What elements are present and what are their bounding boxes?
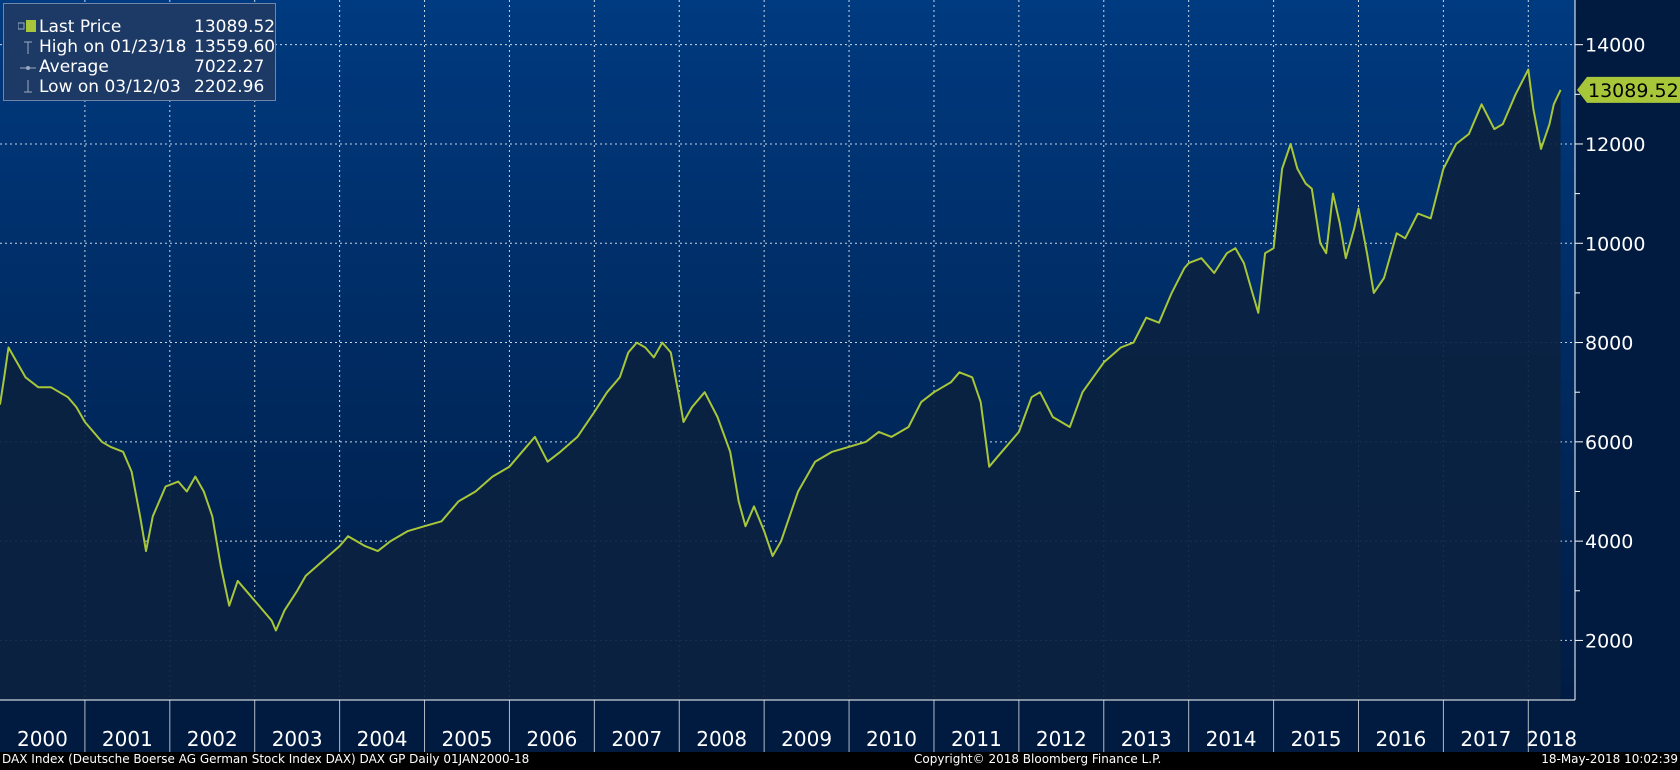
x-tick-label: 2006 bbox=[526, 727, 577, 751]
series-layer bbox=[0, 68, 1562, 700]
legend-row-last-price: Last Price 13089.52 bbox=[4, 17, 277, 37]
legend-row-low: Low on 03/12/03 2202.96 bbox=[4, 77, 277, 97]
x-tick-label: 2015 bbox=[1291, 727, 1342, 751]
legend-label: Average bbox=[39, 57, 109, 77]
x-tick-label: 2003 bbox=[272, 727, 323, 751]
current-price-tag-shape bbox=[1577, 76, 1680, 103]
footer-timestamp: 18-May-2018 10:02:39 bbox=[1541, 752, 1678, 766]
x-tick-label: 2016 bbox=[1375, 727, 1426, 751]
x-tick-label: 2012 bbox=[1036, 727, 1087, 751]
legend-value: 13089.52 bbox=[194, 17, 276, 37]
legend-label: High on 01/23/18 bbox=[39, 37, 187, 57]
current-price-label: 13089.52 bbox=[1588, 80, 1679, 102]
x-tick-label: 2005 bbox=[442, 727, 493, 751]
x-tick-label: 2004 bbox=[357, 727, 408, 751]
x-tick-label: 2010 bbox=[866, 727, 917, 751]
legend-label: Last Price bbox=[39, 17, 122, 37]
last-price-marker-icon bbox=[17, 19, 38, 35]
y-tick-label: 2000 bbox=[1585, 630, 1633, 652]
x-tick-label: 2018 bbox=[1526, 727, 1577, 751]
y-tick-label: 8000 bbox=[1585, 333, 1633, 355]
y-tick-label: 4000 bbox=[1585, 531, 1633, 553]
x-tick-label: 2011 bbox=[951, 727, 1002, 751]
high-marker-icon bbox=[18, 39, 36, 55]
footer-copyright: Copyright© 2018 Bloomberg Finance L.P. bbox=[914, 752, 1162, 766]
axis-background bbox=[1575, 0, 1680, 752]
x-tick-label: 2009 bbox=[781, 727, 832, 751]
y-tick-label: 10000 bbox=[1585, 233, 1645, 255]
x-tick-label: 2007 bbox=[611, 727, 662, 751]
legend-value: 13559.60 bbox=[194, 37, 276, 57]
x-tick-label: 2001 bbox=[102, 727, 153, 751]
x-tick-label: 2002 bbox=[187, 727, 238, 751]
legend: Last Price 13089.52 High on 01/23/18 135… bbox=[3, 3, 276, 101]
y-tick-label: 14000 bbox=[1585, 35, 1645, 57]
legend-value: 7022.27 bbox=[194, 57, 265, 77]
legend-label: Low on 03/12/03 bbox=[39, 77, 181, 97]
axis-layer: 2000 4000 6000 8000 10000 12000 14000 2000 2001 2… bbox=[0, 0, 1680, 752]
legend-row-high: High on 01/23/18 13559.60 bbox=[4, 37, 277, 57]
y-tick-label: 12000 bbox=[1585, 134, 1645, 156]
x-axis-band bbox=[0, 700, 1575, 752]
x-tick-label: 2000 bbox=[17, 727, 68, 751]
series-line-last-price bbox=[0, 68, 1562, 632]
x-tick-label: 2013 bbox=[1121, 727, 1172, 751]
low-marker-icon bbox=[18, 79, 36, 95]
x-tick-label: 2008 bbox=[696, 727, 747, 751]
footer-band bbox=[0, 752, 1680, 770]
x-tick-label: 2014 bbox=[1206, 727, 1257, 751]
footer-source: DAX Index (Deutsche Boerse AG German Sto… bbox=[2, 752, 530, 766]
current-price-tag: 13089.52 bbox=[1577, 76, 1680, 103]
x-tick-label: 2017 bbox=[1460, 727, 1511, 751]
average-marker-icon bbox=[18, 59, 36, 75]
legend-value: 2202.96 bbox=[194, 77, 265, 97]
y-tick-label: 6000 bbox=[1585, 432, 1633, 454]
legend-row-average: Average 7022.27 bbox=[4, 57, 277, 77]
